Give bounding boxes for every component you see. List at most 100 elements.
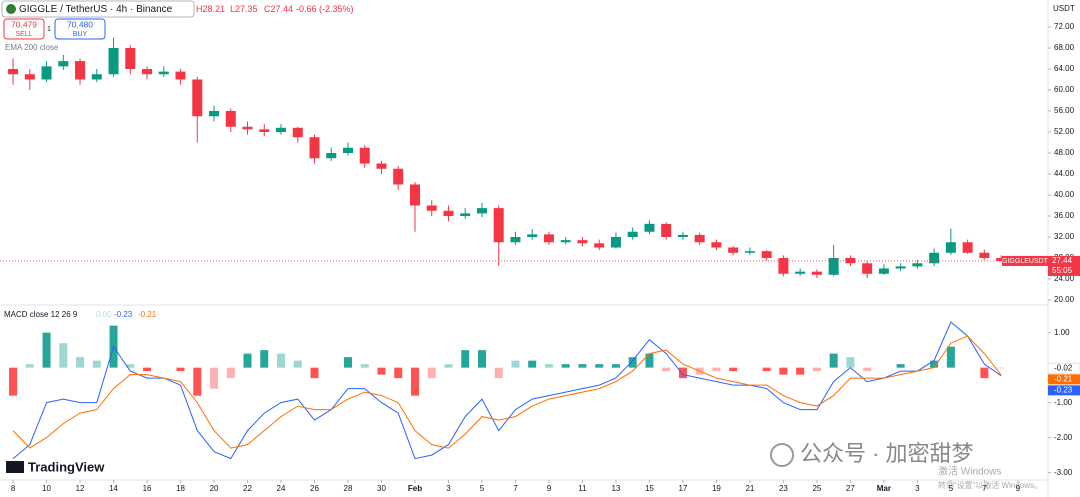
- candle-body: [276, 127, 287, 132]
- candle-body: [209, 110, 220, 117]
- histogram-bar: [193, 367, 202, 396]
- candle-body: [108, 47, 119, 75]
- candle-body: [225, 110, 236, 127]
- histogram-bar: [477, 350, 486, 368]
- candle-body: [443, 210, 454, 217]
- x-tick-label: 24: [277, 484, 286, 493]
- symbol-tag: [1002, 255, 1048, 266]
- histogram-bar: [662, 367, 671, 372]
- y-tick-label: -3.00: [1054, 468, 1073, 477]
- x-tick-label: 7: [982, 484, 987, 493]
- countdown-label: 55:05: [1052, 266, 1073, 275]
- symbol-box[interactable]: [1, 0, 195, 18]
- candle-body: [8, 68, 19, 75]
- y-tick-label: 56.00: [1054, 106, 1075, 115]
- macd-line: [12, 335, 1002, 449]
- buy-button[interactable]: [54, 18, 106, 40]
- histogram-bar: [762, 367, 771, 372]
- histogram-bar: [678, 367, 687, 379]
- histogram-bar: [9, 367, 18, 396]
- histogram-bar: [611, 364, 620, 368]
- histogram-bar: [143, 367, 152, 372]
- x-tick-label: 25: [812, 484, 821, 493]
- y-tick-label: 68.00: [1054, 43, 1075, 52]
- candle-body: [175, 71, 186, 80]
- histogram-bar: [394, 367, 403, 379]
- candle-body: [376, 163, 387, 169]
- sell-button[interactable]: [3, 18, 45, 40]
- histogram-bar: [930, 360, 939, 368]
- y-tick-label: 24.00: [1054, 274, 1075, 283]
- x-tick-label: 16: [143, 484, 152, 493]
- histogram-bar: [863, 367, 872, 372]
- candle-body: [627, 231, 638, 238]
- candle-body: [142, 68, 153, 75]
- symbol-icon: [6, 4, 16, 14]
- last-value-tag: [1048, 374, 1080, 385]
- histogram-bar: [126, 364, 135, 368]
- logo: TradingView: [28, 459, 105, 474]
- ohlc-change: -0.66 (-2.35%): [296, 4, 354, 14]
- x-tick-label: 3: [446, 484, 451, 493]
- watermark: 公众号 · 加密甜梦: [800, 441, 974, 466]
- candle-body: [878, 268, 889, 274]
- candle-body: [91, 74, 102, 80]
- histogram-bar: [226, 367, 235, 379]
- candle-body: [895, 266, 906, 269]
- y-tick-label: 1.00: [1054, 328, 1070, 337]
- histogram-bar: [561, 364, 570, 368]
- x-tick-label: Feb: [408, 484, 422, 493]
- candle-body: [242, 126, 253, 130]
- x-tick-label: 20: [210, 484, 219, 493]
- candle-body: [309, 137, 320, 159]
- x-tick-label: 3: [915, 484, 920, 493]
- wechat-icon: [770, 443, 794, 467]
- candle-body: [761, 251, 772, 259]
- candle-body: [24, 74, 35, 80]
- histogram-bar: [896, 364, 905, 368]
- candle-body: [845, 258, 856, 264]
- candle-body: [560, 240, 571, 243]
- activation-title: 激活 Windows: [938, 465, 1001, 478]
- x-tick-label: 9: [547, 484, 552, 493]
- macd-legend-signal: -0.21: [138, 310, 157, 319]
- histogram-bar: [578, 364, 587, 368]
- y-tick-label: 20.00: [1054, 295, 1075, 304]
- candle-body: [510, 237, 521, 243]
- histogram-bar: [812, 367, 821, 372]
- x-tick-label: 12: [76, 484, 85, 493]
- candle-body: [912, 263, 923, 267]
- candle-body: [393, 168, 404, 185]
- x-tick-label: 8: [11, 484, 16, 493]
- candle-body: [326, 152, 337, 159]
- histogram-bar: [76, 357, 85, 368]
- y-tick-label: 52.00: [1054, 127, 1075, 136]
- last-value-tag: [1048, 385, 1080, 396]
- currency: USDT: [1053, 4, 1075, 13]
- x-tick-label: 18: [176, 484, 185, 493]
- histogram-bar: [410, 367, 419, 396]
- y-tick-label: 40.00: [1054, 190, 1075, 199]
- x-tick-label: 19: [712, 484, 721, 493]
- x-tick-label: 10: [42, 484, 51, 493]
- ohlc-close: C27.44: [264, 4, 293, 14]
- histogram-bar: [846, 357, 855, 368]
- x-tick-label: 27: [846, 484, 855, 493]
- histogram-bar: [712, 367, 721, 372]
- candle-body: [192, 79, 203, 117]
- candle-body: [476, 208, 487, 214]
- price-tag-label: 27.44: [1052, 256, 1073, 265]
- histogram-bar: [176, 367, 185, 372]
- candle-body: [527, 234, 538, 238]
- macd-legend-hist: 0.00: [96, 310, 112, 319]
- x-tick-label: 17: [678, 484, 687, 493]
- candle-body: [778, 258, 789, 274]
- y-tick-label: 48.00: [1054, 148, 1075, 157]
- candle-body: [795, 271, 806, 274]
- histogram-bar: [494, 367, 503, 379]
- macd-line: [12, 321, 1002, 460]
- histogram-bar: [360, 364, 369, 368]
- x-tick-label: 28: [344, 484, 353, 493]
